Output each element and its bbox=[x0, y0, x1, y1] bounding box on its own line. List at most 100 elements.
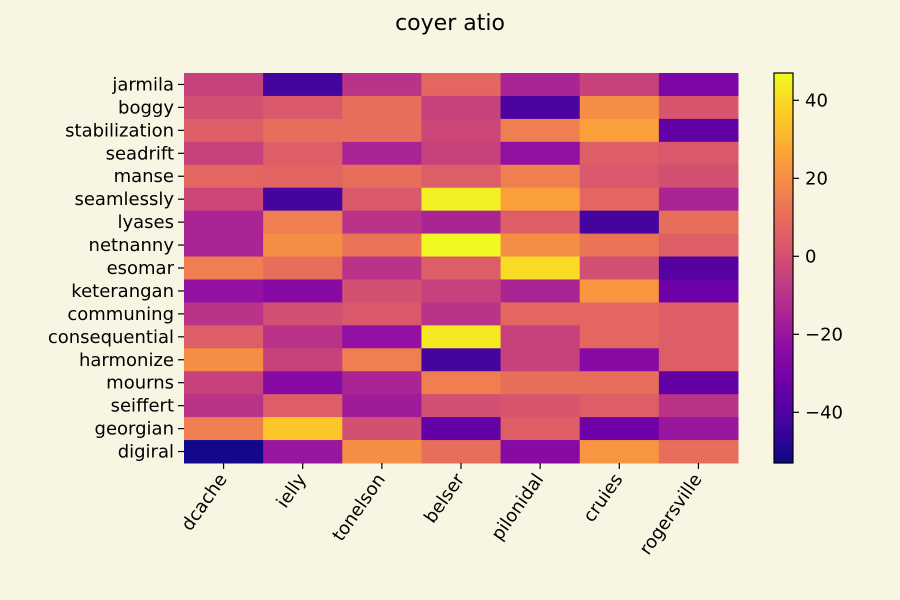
heatmap-cell bbox=[263, 118, 343, 143]
heatmap-cell bbox=[579, 325, 660, 349]
heatmap-cell bbox=[421, 302, 502, 326]
heatmap-cell bbox=[421, 279, 502, 303]
heatmap-cell bbox=[579, 118, 660, 143]
heatmap-cell bbox=[263, 325, 343, 349]
heatmap-cell bbox=[658, 348, 739, 372]
heatmap-cell bbox=[184, 394, 264, 418]
heatmap-cell bbox=[421, 210, 502, 235]
heatmap-cell bbox=[263, 233, 343, 258]
y-tick-label: consequential bbox=[48, 327, 174, 348]
heatmap-cell bbox=[184, 440, 264, 464]
x-tick-label: dcache bbox=[177, 470, 231, 535]
x-tick-label: ielly bbox=[273, 470, 311, 512]
heatmap-cell bbox=[184, 302, 264, 326]
heatmap-cell bbox=[342, 210, 422, 235]
y-tick-label: mourns bbox=[106, 373, 174, 394]
x-axis: dcache ielly tonelson belser pilonidal cruies… bbox=[177, 463, 707, 559]
heatmap-cell bbox=[658, 325, 739, 349]
heatmap-cell bbox=[421, 348, 502, 372]
heatmap-cell bbox=[184, 210, 264, 235]
heatmap-cell bbox=[658, 187, 739, 212]
heatmap-cell bbox=[658, 118, 739, 143]
heatmap-cell bbox=[342, 187, 422, 212]
heatmap-cell bbox=[579, 440, 660, 464]
y-tick-label: keterangan bbox=[71, 281, 174, 302]
heatmap-cell bbox=[263, 210, 343, 235]
y-tick-label: digiral bbox=[118, 442, 174, 463]
heatmap-cell bbox=[263, 348, 343, 372]
heatmap-cell bbox=[579, 394, 660, 418]
heatmap-cell bbox=[579, 256, 660, 280]
heatmap-cell bbox=[263, 394, 343, 418]
heatmap-cell bbox=[500, 325, 581, 349]
heatmap-cell bbox=[263, 73, 343, 97]
heatmap-cell bbox=[579, 187, 660, 212]
y-tick-label: stabilization bbox=[65, 120, 174, 141]
heatmap-cell bbox=[500, 95, 581, 120]
heatmap-cell bbox=[263, 187, 343, 212]
heatmap-cell bbox=[421, 371, 502, 395]
heatmap-cell bbox=[184, 325, 264, 349]
heatmap-cell bbox=[342, 233, 422, 258]
heatmap-cell bbox=[342, 325, 422, 349]
colorbar-tick-label: 20 bbox=[805, 168, 828, 189]
heatmap-cell bbox=[342, 95, 422, 120]
y-tick-label: seadrift bbox=[106, 143, 174, 164]
heatmap-cell bbox=[579, 164, 660, 189]
heatmap-cell bbox=[658, 417, 739, 441]
heatmap-cell bbox=[263, 141, 343, 166]
heatmap-cell bbox=[500, 302, 581, 326]
heatmap-cell bbox=[658, 440, 739, 464]
heatmap-cell bbox=[500, 394, 581, 418]
heatmap-cell bbox=[579, 141, 660, 166]
x-tick-label: pilonidal bbox=[487, 470, 548, 545]
heatmap-cell bbox=[658, 279, 739, 303]
heatmap-cell bbox=[421, 73, 502, 97]
x-tick-label: cruies bbox=[579, 470, 627, 526]
x-tick-label: tonelson bbox=[328, 470, 390, 545]
heatmap-cell bbox=[500, 440, 581, 464]
heatmap-cell bbox=[263, 440, 343, 464]
heatmap-cell bbox=[658, 371, 739, 395]
heatmap-cell bbox=[421, 325, 502, 349]
heatmap-cell bbox=[658, 256, 739, 280]
heatmap-cell bbox=[500, 187, 581, 212]
heatmap-cell bbox=[342, 141, 422, 166]
heatmap-cell bbox=[342, 394, 422, 418]
heatmap-cell bbox=[579, 210, 660, 235]
y-tick-label: esomar bbox=[107, 258, 175, 279]
heatmap-cell bbox=[658, 302, 739, 326]
heatmap-cell bbox=[579, 417, 660, 441]
heatmap-cell bbox=[263, 417, 343, 441]
heatmap-cell bbox=[421, 233, 502, 258]
heatmap-cell bbox=[421, 187, 502, 212]
heatmap-cell bbox=[500, 348, 581, 372]
heatmap-cell bbox=[421, 256, 502, 280]
heatmap-cell bbox=[500, 141, 581, 166]
y-tick-label: seamlessly bbox=[74, 189, 174, 210]
heatmap-cell bbox=[184, 417, 264, 441]
heatmap-cell bbox=[658, 164, 739, 189]
heatmap-cell bbox=[184, 141, 264, 166]
heatmap-cell bbox=[342, 279, 422, 303]
heatmap-cell bbox=[500, 371, 581, 395]
heatmap-cell bbox=[658, 141, 739, 166]
heatmap-cell bbox=[342, 118, 422, 143]
y-tick-label: communing bbox=[67, 304, 174, 325]
heatmap-cell bbox=[658, 394, 739, 418]
heatmap-cell bbox=[263, 371, 343, 395]
heatmap-cell bbox=[184, 348, 264, 372]
heatmap-cell bbox=[263, 95, 343, 120]
colorbar-tick-label: −40 bbox=[805, 402, 843, 423]
heatmap-cell bbox=[579, 371, 660, 395]
heatmap-cell bbox=[342, 164, 422, 189]
heatmap-cell bbox=[342, 348, 422, 372]
heatmap-cell bbox=[421, 417, 502, 441]
y-tick-label: harmonize bbox=[79, 350, 174, 371]
heatmap-cell bbox=[184, 73, 264, 97]
heatmap-cell bbox=[658, 210, 739, 235]
y-tick-label: netnanny bbox=[89, 235, 175, 256]
heatmap-cell bbox=[421, 164, 502, 189]
colorbar-tick-label: 0 bbox=[805, 246, 816, 267]
